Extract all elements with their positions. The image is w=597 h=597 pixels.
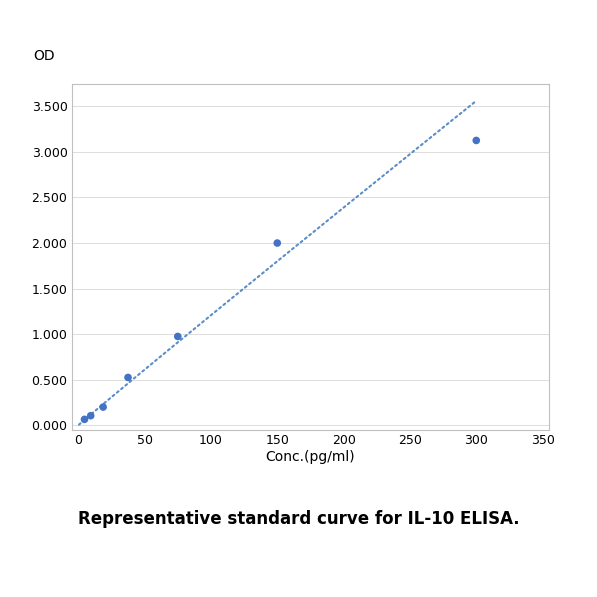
X-axis label: Conc.(pg/ml): Conc.(pg/ml) [266,450,355,464]
Point [173,332,183,341]
Text: OD: OD [33,49,55,63]
Point [80,414,90,424]
Point [86,411,96,420]
Point [123,373,133,382]
Point [99,402,108,412]
Text: Representative standard curve for IL-10 ELISA.: Representative standard curve for IL-10 … [78,510,519,528]
Point [472,136,481,145]
Point [272,238,282,248]
